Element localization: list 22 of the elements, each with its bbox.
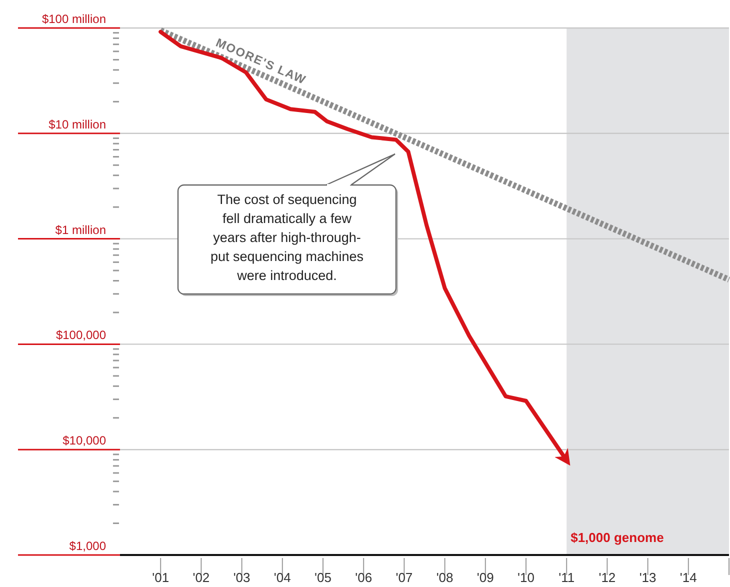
x-tick-label: '12 (598, 570, 616, 585)
y-tick-label: $100 million (42, 12, 106, 26)
x-tick-label: '07 (396, 570, 413, 585)
y-tick-label: $10 million (48, 117, 106, 132)
x-tick-label: '06 (355, 570, 372, 585)
x-tick-label: '03 (233, 570, 250, 585)
y-tick-label: $1 million (55, 222, 106, 237)
x-tick-label: '11 (558, 570, 575, 585)
x-tick-label: '13 (639, 570, 656, 585)
x-tick-label: '04 (274, 570, 291, 585)
annotation: The cost of sequencing fell dramatically a few years after high-through- put sequencing machines were introduced. (210, 192, 364, 283)
x-tick-label: '08 (436, 570, 454, 585)
y-tick-label: $1,000 (69, 539, 106, 553)
x-tick-label: '05 (314, 570, 332, 585)
x-tick-label: '10 (518, 570, 534, 585)
y-tick-label: $10,000 (62, 434, 106, 448)
y-tick-label: $100,000 (56, 328, 106, 342)
x-tick-label: '01 (152, 570, 170, 585)
band-label: $1,000 genome (570, 530, 664, 545)
x-tick-label: '14 (680, 570, 697, 585)
x-tick-label: '02 (192, 570, 210, 585)
x-tick-label: '09 (476, 570, 494, 585)
